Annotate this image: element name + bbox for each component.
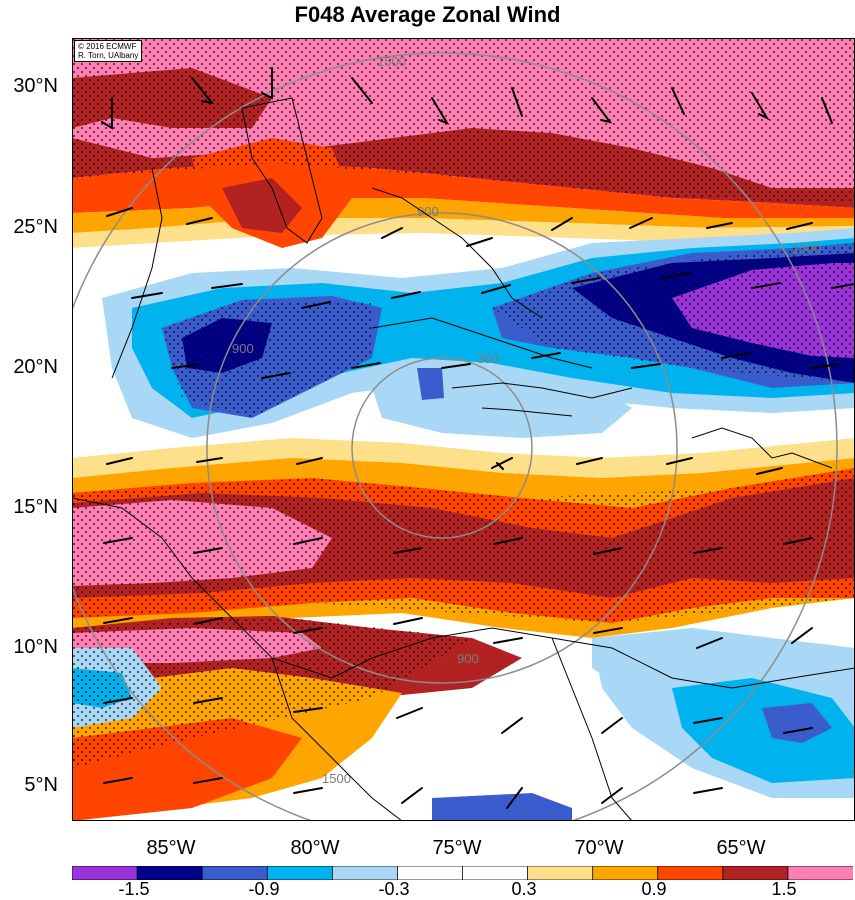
lat-label-5n: 5°N (24, 774, 58, 796)
ring-label-1500-east: 1500 (792, 241, 821, 256)
lon-label-75w: 75°W (432, 837, 482, 859)
field-florida-darkred (222, 178, 302, 233)
coastlines (72, 97, 855, 821)
credit-line-2: R. Torn, UAlbany (78, 51, 139, 60)
range-rings (72, 52, 838, 821)
lon-label-80w: 80°W (290, 837, 340, 859)
wind-barbs (101, 67, 855, 809)
field-royalblue-small (417, 368, 444, 400)
colorbar-swatch (722, 866, 789, 880)
credit-box: © 2016 ECMWF R. Torn, UAlbany (74, 40, 143, 62)
colorbar-swatch (657, 866, 724, 880)
colorbar-swatch (592, 866, 659, 880)
field-south-royalblue-east (762, 703, 832, 743)
ring-label-300: 300 (477, 351, 499, 366)
significance-stippling (72, 38, 855, 768)
colorbar-label-neg-1-5: -1.5 (118, 879, 150, 899)
colorbar-swatch (527, 866, 594, 880)
ring-label-1500-north: 1500 (377, 54, 406, 69)
lon-label-70w: 70°W (574, 837, 624, 859)
credit-line-1: © 2016 ECMWF (78, 42, 137, 51)
ring-label-900-west: 900 (232, 341, 254, 356)
colorbar-label-pos-1-5: 1.5 (771, 879, 797, 899)
colorbar-swatch (331, 866, 399, 880)
zonal-wind-map: 300 900 900 900 1500 1500 1500 (72, 38, 855, 821)
ring-label-900-south: 900 (457, 651, 479, 666)
lon-label-85w: 85°W (146, 837, 196, 859)
field-south-lightblue-central (592, 633, 692, 688)
colorbar-swatch (787, 866, 853, 880)
colorbar-swatch (397, 866, 464, 880)
colorbar-label-neg-0-3: -0.3 (378, 879, 410, 899)
lon-label-65w: 65°W (716, 837, 766, 859)
lat-label-10n: 10°N (13, 636, 58, 658)
lat-label-15n: 15°N (13, 496, 58, 518)
ring-label-900-north: 900 (417, 204, 439, 219)
colorbar-label-neg-0-9: -0.9 (248, 879, 280, 899)
lat-label-25n: 25°N (13, 216, 58, 238)
colorbar-swatch (201, 866, 269, 880)
colorbar-swatch (266, 866, 334, 880)
lat-label-20n: 20°N (13, 356, 58, 378)
colorbar-swatch (136, 866, 204, 880)
lat-label-30n: 30°N (13, 75, 58, 97)
colorbar-swatch (72, 866, 138, 880)
colorbar-label-pos-0-3: 0.3 (511, 879, 537, 899)
colorbar-swatch (462, 866, 529, 880)
field-south-bottom-blue (432, 793, 572, 821)
ring-label-1500-south: 1500 (322, 771, 351, 786)
colorbar-label-pos-0-9: 0.9 (641, 879, 667, 899)
colorbar (72, 866, 853, 880)
map-plot-area: 300 900 900 900 1500 1500 1500 (72, 38, 855, 821)
map-title: F048 Average Zonal Wind (294, 2, 561, 27)
